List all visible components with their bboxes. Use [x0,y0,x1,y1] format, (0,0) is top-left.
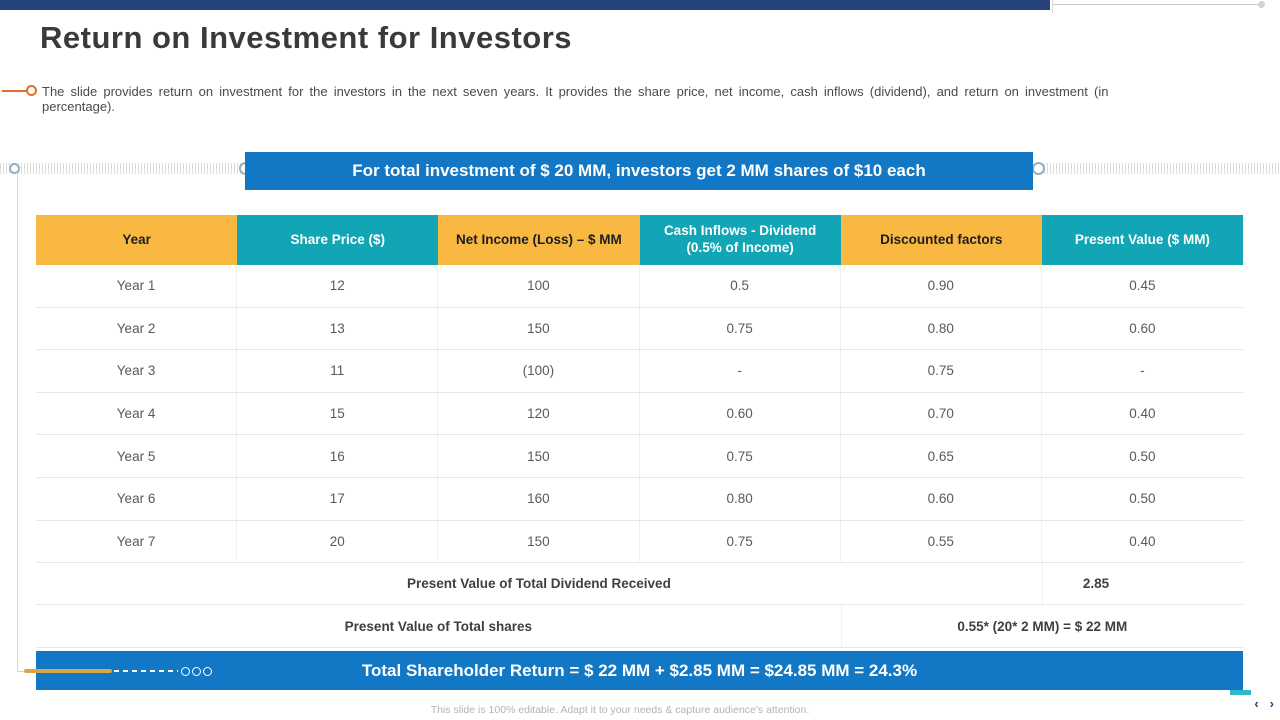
editable-note: This slide is 100% editable. Adapt it to… [430,704,810,716]
table-cell: 20 [237,520,439,563]
table-cell: 150 [438,520,640,563]
corner-accent-bar [1230,690,1251,695]
table-row: Year 2 13 150 0.75 0.80 0.60 [36,307,1243,351]
table-cell: Year 7 [36,520,238,563]
subtitle-text[interactable]: The slide provides return on investment … [42,84,1109,114]
table-cell: Year 5 [36,435,238,477]
table-row: Year 5 16 150 0.75 0.65 0.50 [36,435,1243,478]
table-header-row: Year Share Price ($) Net Income (Loss) – $… [36,215,1243,265]
top-guide-tick [1052,0,1053,13]
table-cell: Year 6 [36,477,238,520]
investment-banner-text: For total investment of $ 20 MM, investo… [352,161,926,180]
table-cell: 0.60 [640,392,841,435]
total-return-banner[interactable]: Total Shareholder Return = $ 22 MM + $2.… [36,651,1243,690]
table-cell: 150 [438,307,640,350]
connector-ring-icon [181,667,190,676]
dashed-connector-line [114,670,178,672]
table-cell: 0.90 [841,265,1042,307]
table-cell: 11 [237,350,439,392]
column-header: Net Income (Loss) – $ MM [438,215,640,265]
table-cell: 0.60 [1129,320,1156,336]
table-row: Year 7 20 150 0.75 0.55 0.40 [36,520,1243,564]
table-row: Year 6 17 160 0.80 0.60 0.50 [36,477,1243,521]
table-cell: 0.5 [640,265,841,307]
next-slide-button[interactable]: › [1269,696,1274,711]
top-guide-line [1053,4,1259,5]
table-cell: 12 [237,265,439,307]
table-body: Year 1 12 100 0.5 0.90 0.45 Year 2 13 150 0.75 0.8… [36,265,1243,564]
total-return-banner-text: Total Shareholder Return = $ 22 MM + $2.… [361,660,918,680]
table-cell: 100 [438,265,640,307]
table-cell: 17 [237,477,439,520]
table-cell: 0.50 [1129,491,1156,507]
summary-label: Present Value of Total Dividend Received [406,576,671,592]
investment-banner[interactable]: For total investment of $ 20 MM, investo… [245,152,1033,190]
table-cell: 0.70 [841,392,1042,435]
top-guide-dot [1258,1,1265,8]
column-header: Cash Inflows - Dividend (0.5% of Income) [639,215,841,265]
table-row: Year 4 15 120 0.60 0.70 0.40 [36,392,1243,436]
subtitle-bullet-line [2,90,26,92]
prev-slide-button[interactable]: ‹ [1254,696,1259,711]
table-cell: 0.80 [640,477,841,520]
connector-ring-icon [203,667,212,676]
table-cell: 0.60 [841,477,1042,520]
column-header: Share Price ($) [237,215,439,265]
table-cell: 0.55 [841,520,1042,563]
table-cell: Year 3 [36,350,238,392]
selection-handle-banner-right[interactable] [1032,162,1045,175]
page-title[interactable]: Return on Investment for Investors [40,20,573,55]
table-cell: 0.45 [1129,278,1156,294]
summary-label: Present Value of Total shares [344,618,532,634]
table-cell: 0.80 [841,307,1042,350]
table-cell: 0.40 [1129,406,1156,422]
table-cell: 0.75 [640,307,841,350]
table-cell: - [640,350,841,392]
selection-handle-left[interactable] [9,163,20,174]
summary-value: 0.55* (20* 2 MM) = $ 22 MM [840,605,1243,648]
table-row: Year 1 12 100 0.5 0.90 0.45 [36,265,1243,308]
table-cell: 120 [438,392,640,435]
top-accent-bar [0,0,1050,10]
table-cell: 0.40 [1129,533,1156,549]
column-header: Discounted factors [840,215,1042,265]
column-header: Year [36,215,238,265]
summary-row-shares: Present Value of Total shares 0.55* (20*… [36,605,1243,649]
column-header: Present Value ($ MM) [1041,215,1243,265]
table-cell: 150 [438,435,640,477]
table-cell: 0.75 [841,350,1042,392]
slide-nav: ‹ › [1254,697,1274,710]
roi-table[interactable]: Year Share Price ($) Net Income (Loss) – $… [36,215,1243,649]
table-cell: 0.75 [640,520,841,563]
table-cell: 13 [237,307,439,350]
table-row: Year 3 11 (100) -0.75- [36,350,1243,393]
table-cell: - [1140,363,1145,379]
table-cell: Year 2 [36,307,238,350]
table-cell: Year 1 [36,265,238,307]
table-cell: 0.50 [1129,448,1156,464]
table-cell: 0.65 [841,435,1042,477]
summary-value: 2.85 [1041,563,1243,605]
gold-connector-line [24,669,112,673]
table-cell: 15 [237,392,439,435]
table-cell: 16 [237,435,439,477]
table-cell: Year 4 [36,392,238,435]
connector-ring-icon [192,667,201,676]
table-cell: 0.75 [640,435,841,477]
table-cell: 160 [438,477,640,520]
summary-row-dividend: Present Value of Total Dividend Received… [36,563,1243,606]
table-cell: (100) [438,350,640,392]
subtitle-bullet-icon [26,85,37,96]
left-guide-line [17,174,18,672]
